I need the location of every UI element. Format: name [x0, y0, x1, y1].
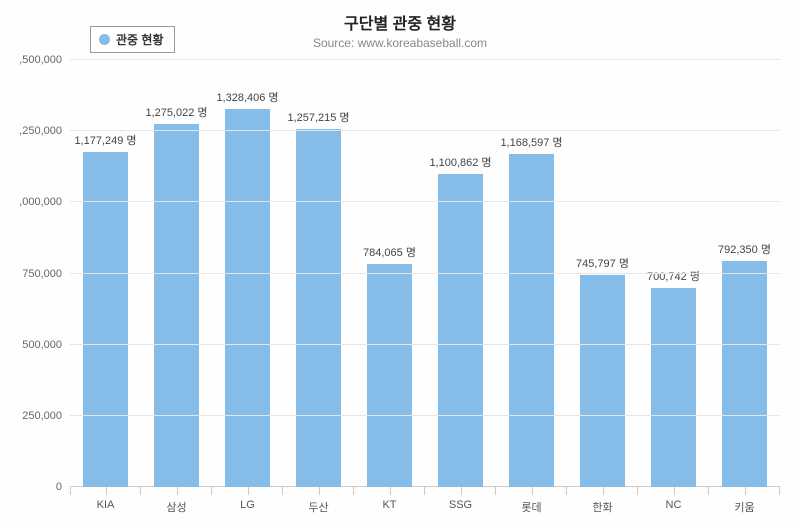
x-tick-label: 두산 [308, 499, 328, 515]
bar-value-label: 792,350 명 [718, 241, 771, 257]
x-tick [70, 487, 71, 495]
x-tick [566, 487, 567, 495]
bar [438, 174, 482, 487]
x-tick [637, 487, 638, 495]
bar-value-label: 1,177,249 명 [74, 132, 136, 148]
bar-slot: 792,350 명키움 [709, 60, 780, 487]
bar-slot: 1,168,597 명롯데 [496, 60, 567, 487]
y-tick-label: 750,000 [22, 268, 70, 280]
x-tick [495, 487, 496, 495]
bar-slot: 1,177,249 명KIA [70, 60, 141, 487]
x-tick [779, 487, 780, 495]
y-tick-label: 500,000 [22, 339, 70, 351]
legend-marker-icon [99, 34, 110, 45]
bar-slot: 784,065 명KT [354, 60, 425, 487]
bar-value-label: 784,065 명 [363, 244, 416, 260]
bar-slot: 745,797 명한화 [567, 60, 638, 487]
grid-line [70, 273, 780, 274]
chart-legend: 관중 현황 [90, 26, 175, 53]
bar [722, 261, 766, 487]
y-tick-label: 250,000 [22, 410, 70, 422]
x-tick [674, 487, 675, 495]
x-tick [177, 487, 178, 495]
x-tick [532, 487, 533, 495]
x-tick [282, 487, 283, 495]
x-tick-label: KIA [97, 499, 115, 511]
chart-container: 구단별 관중 현황 Source: www.koreabaseball.com … [0, 0, 800, 523]
bar-value-label: 1,328,406 명 [216, 89, 278, 105]
grid-line [70, 201, 780, 202]
x-tick [140, 487, 141, 495]
y-tick-label: 0 [56, 481, 70, 493]
bar-value-label: 1,100,862 명 [429, 154, 491, 170]
x-tick-label: 키움 [734, 499, 754, 515]
x-tick [708, 487, 709, 495]
bars-group: 1,177,249 명KIA1,275,022 명삼성1,328,406 명LG… [70, 60, 780, 487]
y-tick-label: ,250,000 [19, 125, 70, 137]
bar [580, 275, 624, 487]
x-tick-label: 삼성 [166, 499, 186, 515]
bar [367, 264, 411, 487]
x-tick [353, 487, 354, 495]
x-tick-label: SSG [449, 499, 472, 511]
y-tick-label: ,000,000 [19, 196, 70, 208]
bar [225, 109, 269, 487]
bar-slot: 1,257,215 명두산 [283, 60, 354, 487]
x-tick [461, 487, 462, 495]
bar-slot: 700,742 명NC [638, 60, 709, 487]
x-tick [603, 487, 604, 495]
x-tick [319, 487, 320, 495]
x-tick-label: 한화 [592, 499, 612, 515]
bar-slot: 1,328,406 명LG [212, 60, 283, 487]
x-tick-label: 롯데 [521, 499, 541, 515]
x-tick [424, 487, 425, 495]
x-tick-label: LG [240, 499, 255, 511]
bar-value-label: 1,275,022 명 [145, 104, 207, 120]
plot-area: 1,177,249 명KIA1,275,022 명삼성1,328,406 명LG… [70, 60, 780, 487]
x-tick [745, 487, 746, 495]
x-tick [390, 487, 391, 495]
x-tick-label: NC [666, 499, 682, 511]
y-tick-label: ,500,000 [19, 54, 70, 66]
bar-value-label: 700,742 명 [647, 268, 700, 284]
grid-line [70, 344, 780, 345]
bar-value-label: 745,797 명 [576, 255, 629, 271]
grid-line [70, 130, 780, 131]
x-tick [211, 487, 212, 495]
x-tick-label: KT [382, 499, 396, 511]
x-tick [248, 487, 249, 495]
bar-slot: 1,100,862 명SSG [425, 60, 496, 487]
legend-label: 관중 현황 [116, 31, 164, 48]
x-tick [106, 487, 107, 495]
bar-value-label: 1,257,215 명 [287, 109, 349, 125]
grid-line [70, 59, 780, 60]
bar [296, 129, 340, 487]
bar [651, 288, 695, 487]
bar [154, 124, 198, 487]
bar-value-label: 1,168,597 명 [500, 134, 562, 150]
bar [509, 154, 553, 487]
grid-line [70, 415, 780, 416]
bar-slot: 1,275,022 명삼성 [141, 60, 212, 487]
